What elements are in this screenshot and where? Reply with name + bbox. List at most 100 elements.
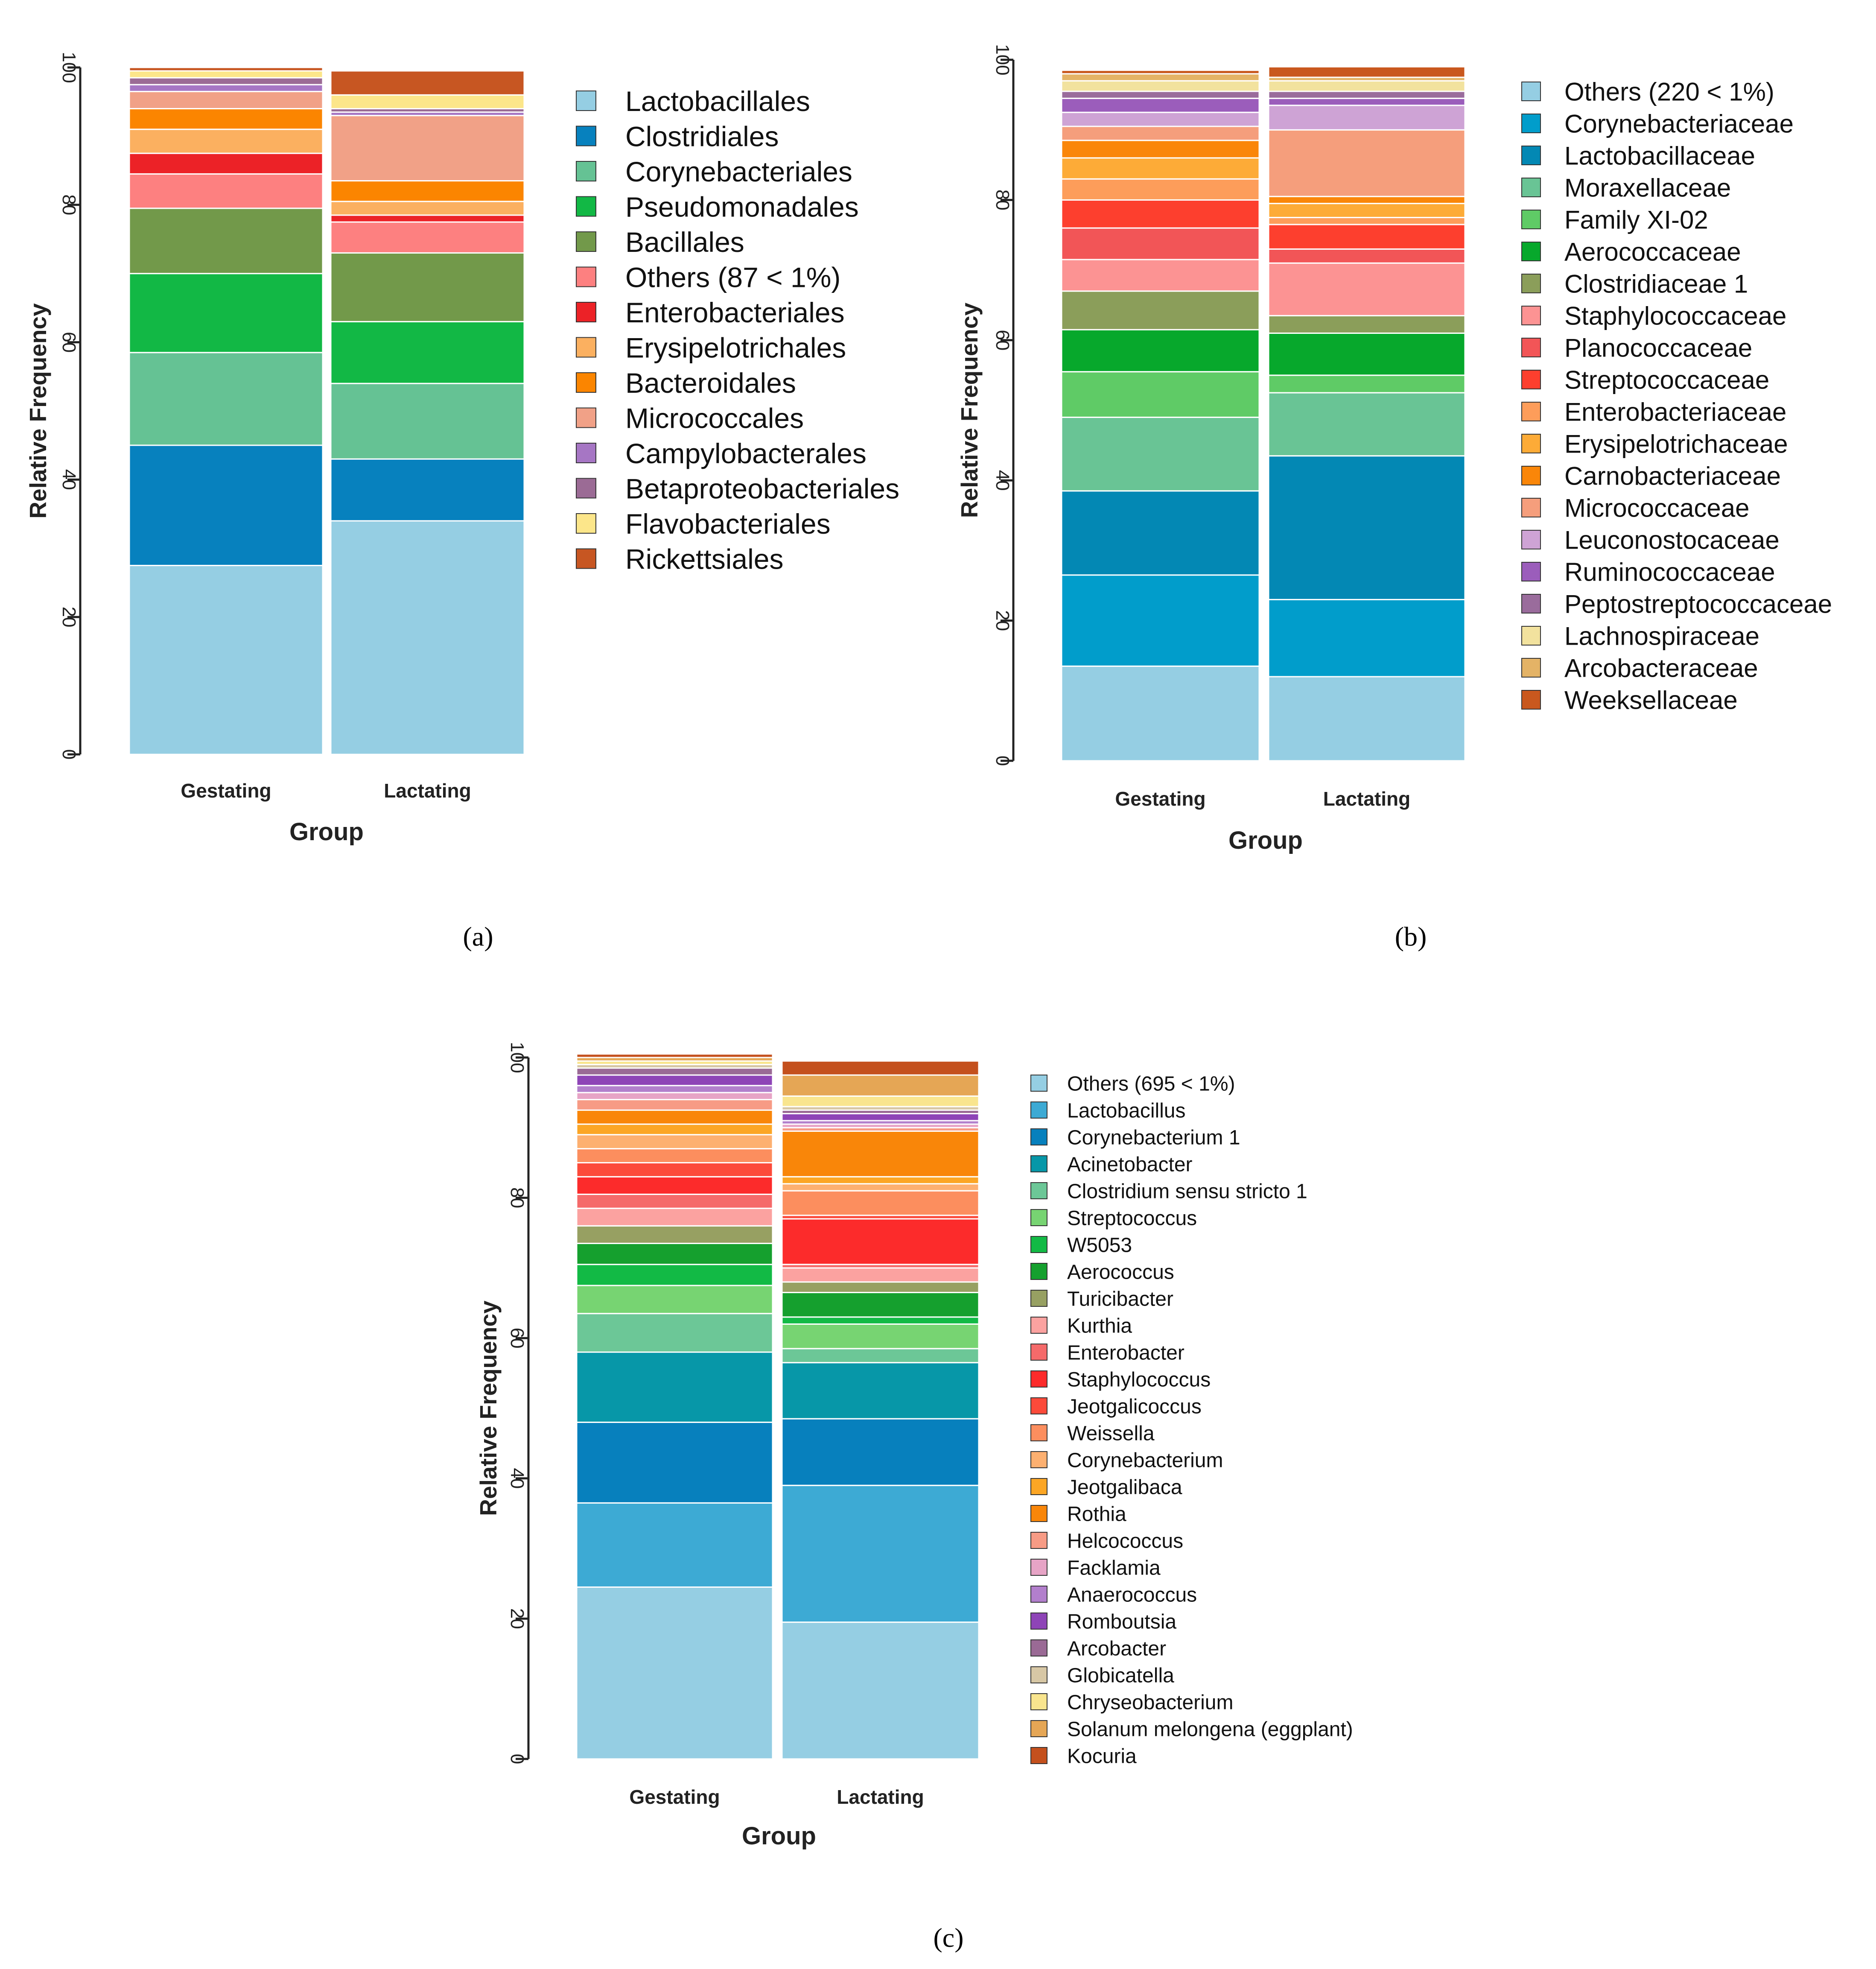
bar-segment-gestating-19 xyxy=(1061,70,1260,75)
legend-label: Micrococcaceae xyxy=(1564,494,1750,523)
bar-segment-gestating-5 xyxy=(128,173,324,209)
legend-label: Micrococcales xyxy=(625,402,804,434)
legend-label: W5053 xyxy=(1067,1234,1132,1256)
bar-segment-lactating-7 xyxy=(781,1291,980,1318)
legend-label: Enterobacter xyxy=(1067,1341,1185,1364)
legend-label: Planococcaceae xyxy=(1564,334,1752,362)
chart-b-families: Gestating Lactating 0 20 40 60 80 100 Relative F… xyxy=(956,44,1832,952)
bar-segment-lactating-1 xyxy=(1268,599,1466,678)
legend-swatch xyxy=(1521,370,1541,389)
x-axis-title: Group xyxy=(742,1822,816,1850)
legend-label: Moraxellaceae xyxy=(1564,174,1731,202)
legend-label: Clostridiales xyxy=(625,120,779,152)
bar-segment-lactating-14 xyxy=(1268,105,1466,131)
bar-segment-gestating-13 xyxy=(1061,126,1260,141)
bar-segment-lactating-8 xyxy=(1268,248,1466,264)
legend-swatch xyxy=(1521,690,1541,710)
legend-label: Clostridium sensu stricto 1 xyxy=(1067,1180,1307,1203)
bar-segment-gestating-12 xyxy=(576,1162,773,1177)
y-tick-label: 60 xyxy=(507,1328,528,1349)
panel-caption: (c) xyxy=(933,1922,963,1953)
legend-swatch xyxy=(576,478,596,499)
legend-swatch xyxy=(1521,562,1541,581)
bar-segment-gestating-25 xyxy=(576,1053,773,1058)
bar-segment-lactating-5 xyxy=(330,221,525,254)
bar-segment-lactating-15 xyxy=(1268,97,1466,106)
y-tick-label: 80 xyxy=(507,1187,528,1208)
legend-label: Facklamia xyxy=(1067,1557,1161,1579)
legend-label: Kocuria xyxy=(1067,1745,1137,1767)
bar-segment-gestating-16 xyxy=(576,1109,773,1125)
legend-swatch xyxy=(1030,1397,1047,1414)
legend-swatch xyxy=(576,161,596,181)
x-category-label: Lactating xyxy=(384,780,471,802)
bar-segment-gestating-11 xyxy=(128,77,324,85)
legend-label: Peptostreptococcaceae xyxy=(1564,590,1832,619)
y-tick-label: 20 xyxy=(58,607,79,628)
legend-swatch xyxy=(1521,242,1541,261)
bar-segment-gestating-1 xyxy=(1061,574,1260,667)
legend-label: Others (220 < 1%) xyxy=(1564,78,1774,106)
legend-label: Lachnospiraceae xyxy=(1564,622,1759,651)
legend-label: Erysipelotrichales xyxy=(625,332,846,363)
legend-swatch xyxy=(576,126,596,146)
legend-swatch xyxy=(1030,1505,1047,1522)
bar-segment-lactating-2 xyxy=(1268,455,1466,600)
legend-label: Rickettsiales xyxy=(625,543,783,575)
bar-segment-lactating-6 xyxy=(330,214,525,223)
legend-label: Lactobacillaceae xyxy=(1564,142,1755,170)
bar-segment-lactating-8 xyxy=(781,1281,980,1293)
legend-swatch xyxy=(1521,210,1541,229)
legend-label: Corynebacteriales xyxy=(625,156,852,187)
legend-label: Rothia xyxy=(1067,1503,1126,1525)
y-tick-label: 100 xyxy=(58,52,79,83)
bar-segment-gestating-14 xyxy=(576,1134,773,1150)
bar-segment-lactating-17 xyxy=(1268,80,1466,92)
legend-swatch xyxy=(1030,1639,1047,1656)
legend-swatch xyxy=(576,548,596,569)
legend-swatch xyxy=(1030,1101,1047,1119)
bar-segment-lactating-12 xyxy=(330,94,525,110)
legend-swatch xyxy=(1030,1155,1047,1172)
bar-segment-lactating-23 xyxy=(781,1095,980,1107)
legend-swatch xyxy=(576,372,596,393)
bar-segment-gestating-7 xyxy=(128,129,324,154)
bar-segment-lactating-13 xyxy=(1268,129,1466,197)
bar-segment-gestating-10 xyxy=(128,84,324,92)
legend-label: Weissella xyxy=(1067,1422,1155,1445)
legend-swatch xyxy=(1521,306,1541,325)
bar-segment-lactating-16 xyxy=(781,1131,980,1177)
bar-segment-gestating-18 xyxy=(576,1092,773,1101)
legend-label: Arcobacteraceae xyxy=(1564,654,1758,683)
legend-label: Staphylococcus xyxy=(1067,1368,1211,1391)
bar-segment-lactating-7 xyxy=(1268,262,1466,316)
legend-label: Flavobacteriales xyxy=(625,508,831,540)
legend-swatch xyxy=(1030,1317,1047,1334)
legend-swatch xyxy=(1030,1182,1047,1199)
x-category-label: Lactating xyxy=(1323,788,1410,810)
y-axis-title: Relative Frequency xyxy=(956,302,983,518)
legend-label: Bacillales xyxy=(625,226,744,258)
legend-label: Enterobacteriales xyxy=(625,297,845,328)
legend-label: Weeksellaceae xyxy=(1564,686,1738,715)
bar-segment-lactating-4 xyxy=(1268,374,1466,394)
legend-label: Streptococcaceae xyxy=(1564,366,1769,394)
bar-segment-lactating-24 xyxy=(781,1074,980,1097)
legend: Others (695 < 1%) Lactobacillus Corynebact… xyxy=(1030,1072,1353,1767)
bar-segment-lactating-4 xyxy=(781,1348,980,1364)
bar-segment-gestating-8 xyxy=(128,108,324,130)
bar-segment-gestating-13 xyxy=(576,1148,773,1163)
bar-segment-lactating-1 xyxy=(781,1484,980,1623)
legend-swatch xyxy=(1521,594,1541,613)
bar-segment-gestating-11 xyxy=(576,1176,773,1195)
y-tick-label: 20 xyxy=(992,610,1013,631)
bar-segment-gestating-3 xyxy=(1061,416,1260,492)
legend-label: Leuconostocaceae xyxy=(1564,526,1780,555)
y-tick-label: 40 xyxy=(58,469,79,490)
legend-swatch xyxy=(1030,1613,1047,1630)
legend-swatch xyxy=(1521,114,1541,133)
y-tick-label: 40 xyxy=(992,470,1013,491)
legend-swatch xyxy=(1521,338,1541,357)
legend-swatch xyxy=(1030,1586,1047,1603)
bar-segment-lactating-3 xyxy=(781,1362,980,1420)
